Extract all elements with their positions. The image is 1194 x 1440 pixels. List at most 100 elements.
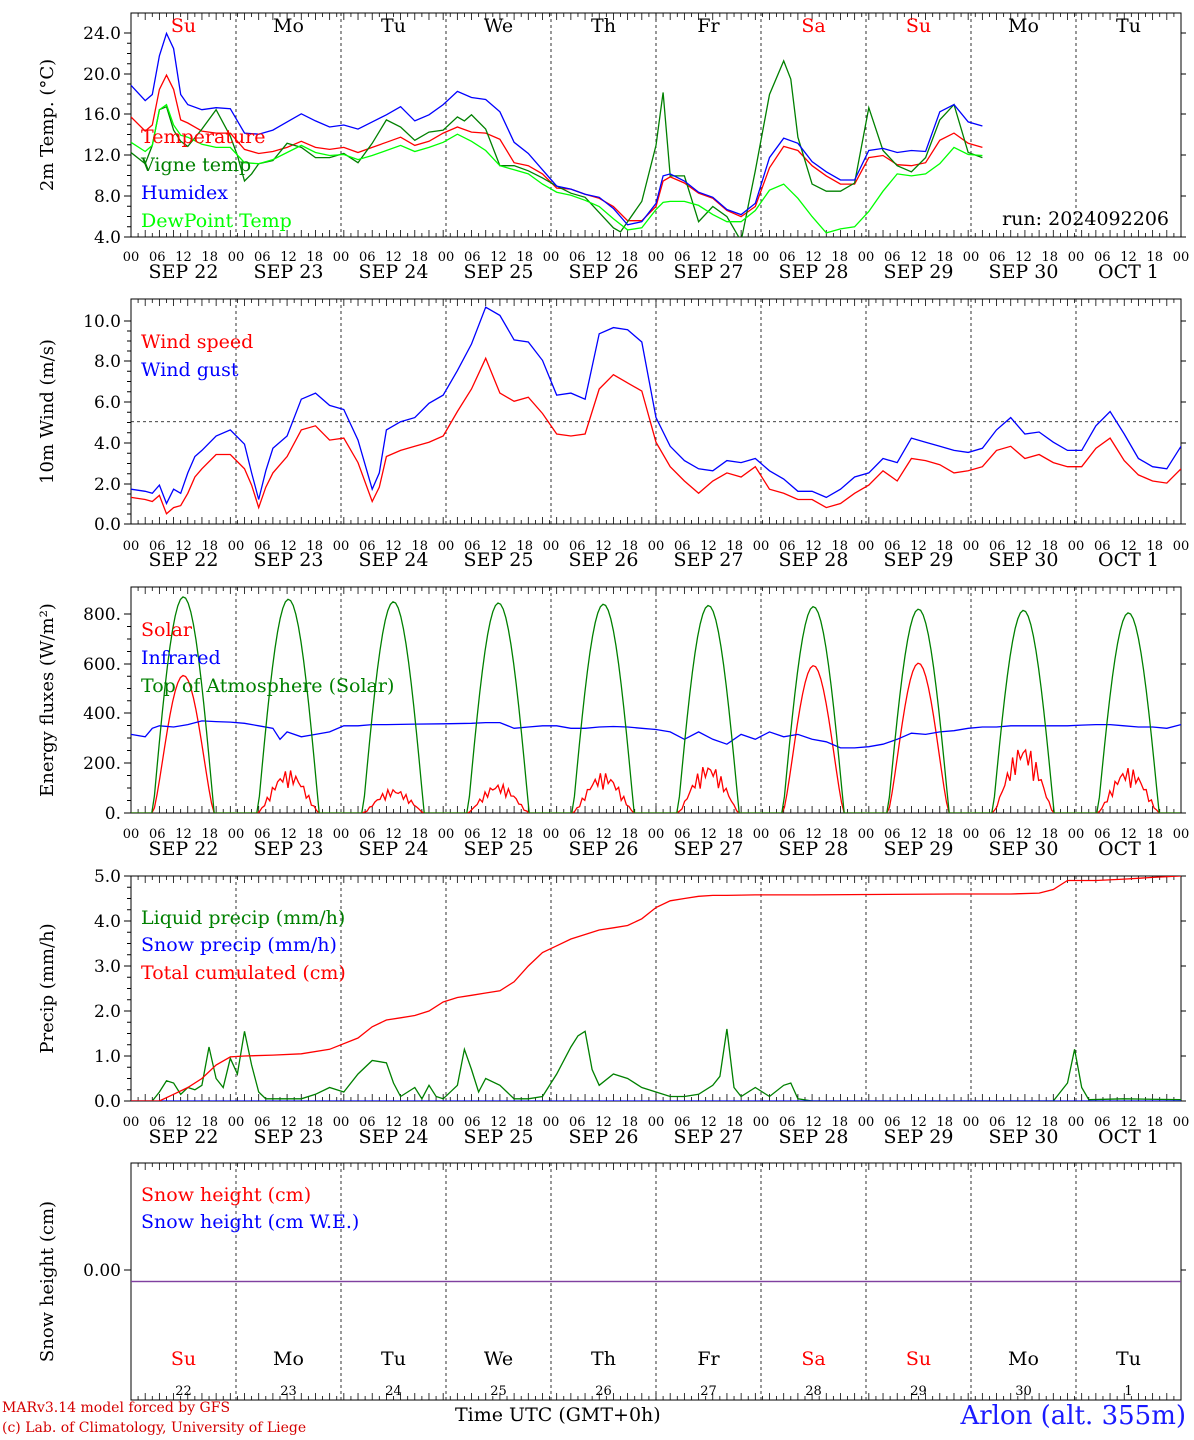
hour-label: 12 (595, 539, 612, 554)
legend-entry: Liquid precip (mm/h) (141, 907, 345, 929)
date-label: SEP 29 (884, 1126, 954, 1148)
hour-label: 06 (1094, 827, 1111, 842)
hour-label: 18 (516, 539, 533, 554)
hour-label: 00 (333, 250, 350, 265)
hour-label: 00 (858, 250, 875, 265)
weekday-label: Sa (801, 1348, 825, 1370)
hour-label: 18 (411, 250, 428, 265)
hour-label: 00 (858, 539, 875, 554)
hour-label: 18 (1041, 539, 1058, 554)
hour-label: 00 (228, 250, 245, 265)
hour-label: 18 (1146, 1115, 1163, 1130)
hour-label: 06 (464, 250, 481, 265)
y-tick-label: 4.0 (94, 228, 121, 248)
series-line-liquid-precip-mm-h- (131, 1028, 1181, 1101)
y-tick-label: 10.0 (83, 312, 121, 332)
day-number-label: 23 (280, 1384, 297, 1399)
hour-label: 00 (1173, 250, 1190, 265)
hour-label: 00 (1068, 250, 1085, 265)
hour-label: 12 (805, 539, 822, 554)
weekday-label: Mo (273, 15, 304, 37)
hour-label: 18 (936, 827, 953, 842)
hour-label: 00 (228, 539, 245, 554)
hour-label: 18 (306, 827, 323, 842)
hour-label: 06 (254, 1115, 271, 1130)
hour-label: 18 (201, 539, 218, 554)
hour-label: 06 (149, 250, 166, 265)
date-label: SEP 24 (359, 549, 429, 571)
hour-label: 00 (1173, 827, 1190, 842)
hour-label: 00 (123, 539, 140, 554)
day-number-label: 29 (910, 1384, 927, 1399)
hour-label: 00 (1173, 539, 1190, 554)
date-label: SEP 28 (779, 549, 849, 571)
y-tick-label: 0. (105, 804, 121, 824)
series-line-dewpoint-temp (131, 103, 983, 234)
hour-label: 00 (1068, 539, 1085, 554)
hour-label: 00 (1068, 827, 1085, 842)
hour-label: 18 (726, 1115, 743, 1130)
hour-label: 06 (359, 1115, 376, 1130)
date-label: SEP 23 (254, 261, 324, 283)
date-label: SEP 23 (254, 549, 324, 571)
date-label: SEP 27 (674, 549, 744, 571)
series-line-total-cumulated-cm- (131, 876, 1181, 1101)
y-tick-label: 400. (83, 704, 121, 724)
hour-label: 18 (1146, 827, 1163, 842)
date-label: SEP 26 (569, 1126, 639, 1148)
hour-label: 00 (753, 539, 770, 554)
hour-label: 06 (1094, 1115, 1111, 1130)
hour-label: 12 (595, 1115, 612, 1130)
y-axis-label: Precip (mm/h) (37, 923, 58, 1053)
hour-label: 12 (910, 539, 927, 554)
hour-label: 12 (700, 539, 717, 554)
date-label: SEP 22 (149, 1126, 219, 1148)
hour-label: 00 (123, 250, 140, 265)
weekday-label: We (484, 1348, 513, 1370)
hour-label: 18 (201, 250, 218, 265)
hour-label: 06 (674, 1115, 691, 1130)
y-tick-label: 800. (83, 605, 121, 625)
hour-label: 00 (543, 827, 560, 842)
hour-label: 06 (464, 1115, 481, 1130)
day-number-label: 24 (385, 1384, 402, 1399)
hour-label: 06 (254, 827, 271, 842)
hour-label: 06 (569, 250, 586, 265)
hour-label: 18 (831, 250, 848, 265)
day-number-label: 26 (595, 1384, 612, 1399)
hour-label: 06 (989, 827, 1006, 842)
day-number-label: 1 (1124, 1384, 1132, 1399)
panel-frame-wind (130, 298, 1182, 525)
date-label: SEP 25 (464, 261, 534, 283)
weekday-label: Sa (801, 15, 825, 37)
hour-label: 06 (884, 250, 901, 265)
hour-label: 18 (726, 827, 743, 842)
date-label: SEP 23 (254, 838, 324, 860)
hour-label: 12 (175, 250, 192, 265)
y-tick-label: 5.0 (94, 867, 121, 887)
date-label: SEP 27 (674, 1126, 744, 1148)
weekday-label: Su (906, 15, 931, 37)
date-label: OCT 1 (1098, 261, 1159, 283)
hour-label: 18 (831, 539, 848, 554)
hour-label: 18 (936, 539, 953, 554)
hour-label: 00 (963, 827, 980, 842)
weekday-label: Tu (1116, 1348, 1141, 1370)
hour-label: 12 (1120, 827, 1137, 842)
date-label: SEP 30 (989, 549, 1059, 571)
date-label: SEP 28 (779, 838, 849, 860)
hour-label: 18 (1041, 250, 1058, 265)
y-tick-label: 0.00 (83, 1261, 121, 1281)
hour-label: 12 (910, 827, 927, 842)
date-label: SEP 29 (884, 549, 954, 571)
hour-label: 12 (385, 827, 402, 842)
hour-label: 00 (963, 539, 980, 554)
y-tick-label: 2.0 (94, 475, 121, 495)
day-number-label: 22 (175, 1384, 192, 1399)
hour-label: 18 (1146, 250, 1163, 265)
hour-label: 00 (438, 250, 455, 265)
hour-label: 12 (700, 250, 717, 265)
hour-label: 00 (648, 1115, 665, 1130)
hour-label: 12 (1015, 539, 1032, 554)
